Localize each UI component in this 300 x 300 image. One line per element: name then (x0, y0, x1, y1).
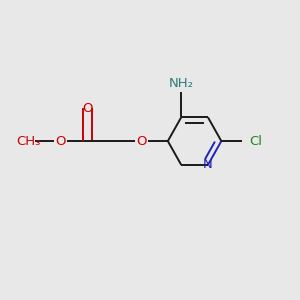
Text: O: O (136, 135, 146, 148)
Text: CH₃: CH₃ (16, 135, 40, 148)
Text: O: O (56, 135, 66, 148)
Text: Cl: Cl (250, 135, 262, 148)
Text: O: O (82, 102, 93, 115)
Text: NH₂: NH₂ (169, 76, 194, 90)
Text: N: N (203, 158, 213, 171)
